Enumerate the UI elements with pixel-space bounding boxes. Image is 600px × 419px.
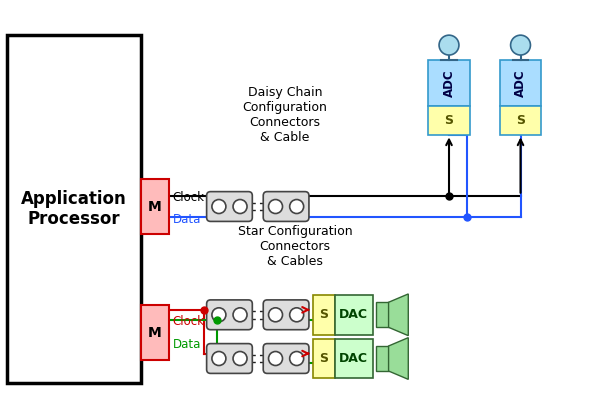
Text: S: S: [445, 114, 454, 127]
FancyBboxPatch shape: [263, 344, 309, 373]
Text: Clock: Clock: [173, 191, 205, 204]
Polygon shape: [376, 346, 389, 371]
FancyBboxPatch shape: [500, 60, 541, 106]
FancyBboxPatch shape: [500, 106, 541, 134]
Polygon shape: [376, 302, 389, 327]
Text: M: M: [148, 326, 162, 340]
Circle shape: [290, 308, 304, 322]
Text: DAC: DAC: [339, 352, 368, 365]
FancyBboxPatch shape: [263, 300, 309, 330]
FancyBboxPatch shape: [335, 295, 373, 335]
Circle shape: [233, 199, 247, 214]
FancyBboxPatch shape: [428, 60, 470, 106]
Circle shape: [511, 35, 530, 55]
Circle shape: [269, 352, 283, 365]
Circle shape: [439, 35, 459, 55]
FancyBboxPatch shape: [263, 191, 309, 221]
Text: Star Configuration
Connectors
& Cables: Star Configuration Connectors & Cables: [238, 225, 352, 268]
Text: S: S: [516, 114, 525, 127]
Text: Daisy Chain
Configuration
Connectors
& Cable: Daisy Chain Configuration Connectors & C…: [242, 85, 328, 144]
FancyBboxPatch shape: [313, 295, 335, 335]
FancyBboxPatch shape: [141, 179, 169, 234]
Polygon shape: [389, 294, 408, 336]
Circle shape: [233, 308, 247, 322]
FancyBboxPatch shape: [335, 339, 373, 378]
FancyBboxPatch shape: [206, 191, 253, 221]
FancyBboxPatch shape: [313, 339, 335, 378]
Circle shape: [233, 352, 247, 365]
Text: M: M: [148, 199, 162, 214]
FancyBboxPatch shape: [206, 300, 253, 330]
Circle shape: [212, 199, 226, 214]
Text: Clock: Clock: [173, 315, 205, 328]
Circle shape: [269, 199, 283, 214]
Circle shape: [269, 308, 283, 322]
FancyBboxPatch shape: [428, 106, 470, 134]
Text: Application
Processor: Application Processor: [21, 190, 127, 228]
Text: S: S: [319, 352, 328, 365]
FancyBboxPatch shape: [141, 305, 169, 360]
Text: ADC: ADC: [443, 69, 455, 97]
Text: Data: Data: [173, 213, 201, 226]
FancyBboxPatch shape: [206, 344, 253, 373]
FancyBboxPatch shape: [7, 35, 141, 383]
Circle shape: [212, 352, 226, 365]
Text: Data: Data: [173, 338, 201, 351]
Text: S: S: [319, 308, 328, 321]
Circle shape: [290, 352, 304, 365]
Text: ADC: ADC: [514, 69, 527, 97]
Text: DAC: DAC: [339, 308, 368, 321]
Circle shape: [212, 308, 226, 322]
Polygon shape: [389, 338, 408, 379]
Circle shape: [290, 199, 304, 214]
